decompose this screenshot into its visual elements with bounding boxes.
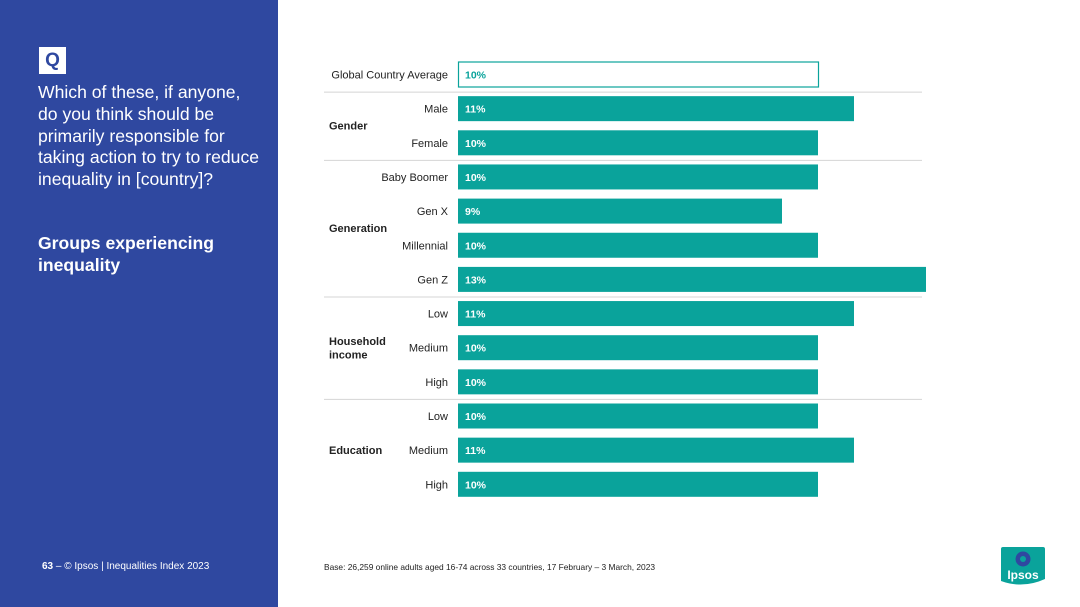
ipsos-logo: Ipsos bbox=[1001, 547, 1045, 585]
page-separator: – bbox=[53, 561, 65, 572]
category-label: Medium bbox=[409, 445, 448, 457]
bar-value-label: 10% bbox=[465, 240, 487, 252]
category-label: Gen Z bbox=[417, 274, 448, 286]
bar-value-label: 11% bbox=[465, 445, 486, 457]
category-label: Male bbox=[424, 104, 448, 116]
section-subtitle: Groups experiencing inequality bbox=[38, 233, 214, 275]
bar bbox=[458, 403, 818, 429]
group-label: Household income bbox=[329, 336, 386, 362]
category-label: Global Country Average bbox=[331, 70, 448, 82]
bar-value-label: 10% bbox=[465, 172, 487, 184]
bar bbox=[458, 335, 818, 361]
bar-value-label: 10% bbox=[465, 479, 487, 491]
category-label: Low bbox=[428, 309, 448, 321]
category-label: Baby Boomer bbox=[381, 172, 448, 184]
page-number: 63 bbox=[42, 561, 54, 572]
category-label: Female bbox=[411, 138, 448, 150]
bar bbox=[458, 96, 854, 122]
group-label: Generation bbox=[329, 223, 387, 235]
category-label: Low bbox=[428, 411, 448, 423]
bar bbox=[458, 232, 818, 258]
bar-value-label: 10% bbox=[465, 138, 487, 150]
category-label: High bbox=[425, 377, 448, 389]
bar-value-label: 10% bbox=[465, 343, 487, 355]
bar bbox=[458, 198, 782, 224]
bar bbox=[458, 301, 854, 327]
group-label: Education bbox=[329, 445, 382, 457]
group-label-line: Education bbox=[329, 445, 382, 457]
bar-value-label: 9% bbox=[465, 206, 481, 218]
group-label-line: Household bbox=[329, 336, 386, 348]
bar bbox=[458, 437, 854, 463]
bar-value-label: 13% bbox=[465, 274, 487, 286]
bar bbox=[458, 471, 818, 497]
bar-value-label: 11% bbox=[465, 309, 486, 321]
group-label-line: Generation bbox=[329, 223, 387, 235]
bar bbox=[458, 130, 818, 156]
group-label-line: Gender bbox=[329, 121, 368, 133]
copyright-text: © Ipsos | Inequalities Index 2023 bbox=[64, 561, 210, 572]
base-note: Base: 26,259 online adults aged 16-74 ac… bbox=[324, 562, 656, 572]
footer: 63 – © Ipsos | Inequalities Index 2023 bbox=[42, 561, 209, 572]
bar bbox=[458, 164, 818, 190]
bar bbox=[458, 266, 926, 292]
category-label: Millennial bbox=[402, 240, 448, 252]
bar-value-label: 10% bbox=[465, 70, 487, 82]
group-label-line: income bbox=[329, 349, 368, 361]
logo-text: Ipsos bbox=[1007, 568, 1039, 582]
bar-value-label: 11% bbox=[465, 104, 486, 116]
category-label: Gen X bbox=[417, 206, 449, 218]
group-label: Gender bbox=[329, 121, 368, 133]
category-label: High bbox=[425, 479, 448, 491]
bar-outline bbox=[457, 61, 820, 88]
question-badge: Q bbox=[39, 47, 66, 74]
category-label: Medium bbox=[409, 343, 448, 355]
bar bbox=[458, 369, 818, 395]
bar-value-label: 10% bbox=[465, 377, 487, 389]
question-text: Which of these, if anyone, do you think … bbox=[38, 82, 260, 190]
bar-value-label: 10% bbox=[465, 411, 487, 423]
sidebar: Q Which of these, if anyone, do you thin… bbox=[0, 0, 278, 607]
